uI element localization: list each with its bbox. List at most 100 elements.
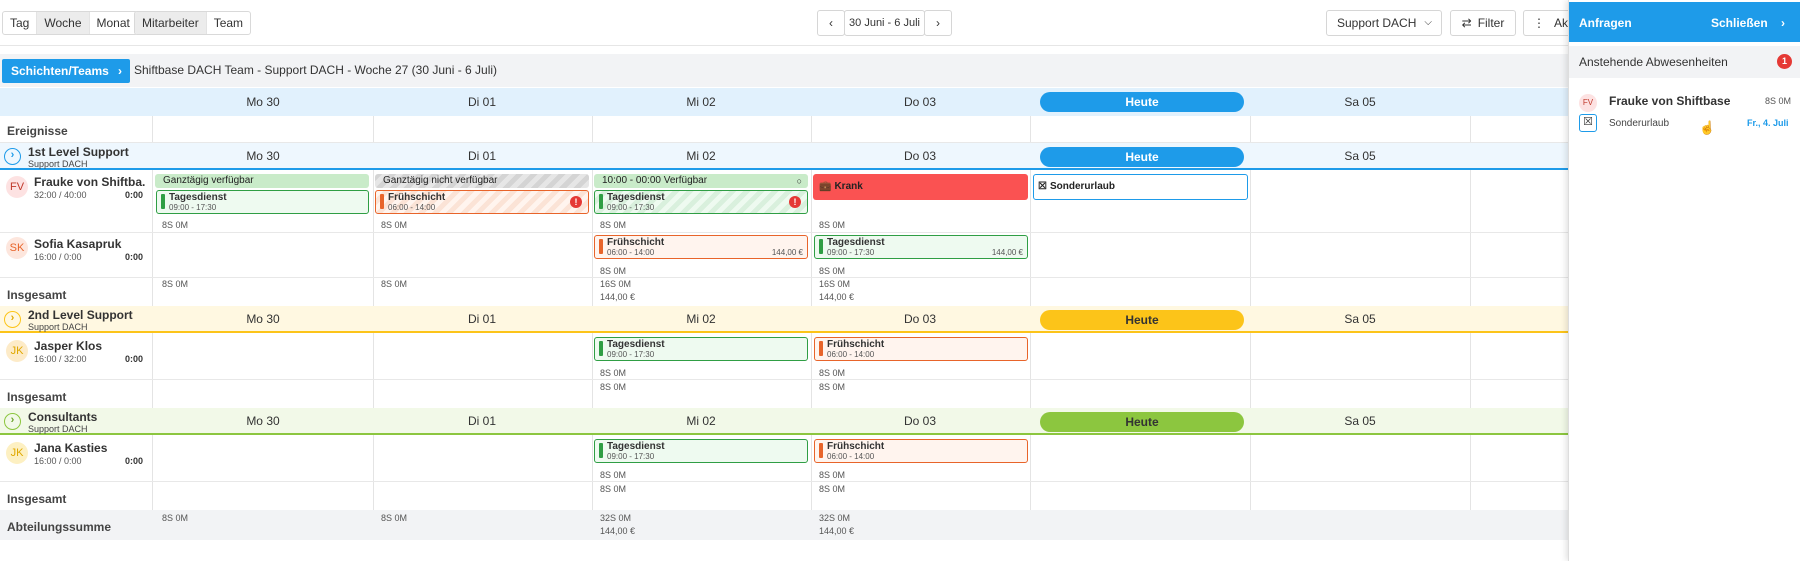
group-name: 1st Level Support bbox=[28, 145, 129, 159]
day-stat: 8S 0M bbox=[819, 220, 846, 230]
shift-color-bar bbox=[819, 443, 823, 458]
breadcrumb: Schichten/Teams › Shiftbase DACH Team - … bbox=[0, 54, 1568, 87]
employee-hours: 16:00 / 0:00 bbox=[34, 252, 82, 262]
shift-name: Tagesdienst bbox=[827, 237, 885, 248]
shift-card[interactable]: Frühschicht 06:00 - 14:00 bbox=[814, 337, 1028, 361]
shift-name: Frühschicht bbox=[388, 192, 446, 203]
warning-icon[interactable]: ! bbox=[570, 196, 582, 208]
next-week-button[interactable]: › bbox=[924, 10, 952, 36]
expand-icon[interactable]: › bbox=[4, 148, 21, 165]
shift-card[interactable]: Tagesdienst 09:00 - 17:30 144,00 € bbox=[814, 235, 1028, 259]
shift-color-bar bbox=[599, 443, 603, 458]
shift-time: 09:00 - 17:30 bbox=[607, 350, 655, 359]
pending-absences-section[interactable]: Anstehende Abwesenheiten 1 bbox=[1569, 46, 1800, 78]
employee-name[interactable]: Jana Kasties bbox=[34, 441, 108, 455]
shift-time: 09:00 - 17:30 bbox=[827, 248, 875, 257]
shift-time: 09:00 - 17:30 bbox=[607, 452, 655, 461]
expand-icon[interactable]: › bbox=[4, 311, 21, 328]
row-divider bbox=[0, 481, 1568, 482]
shift-name: Tagesdienst bbox=[607, 441, 665, 452]
shift-name: Frühschicht bbox=[827, 339, 885, 350]
day-stat: 8S 0M bbox=[600, 470, 627, 480]
view-month-tab[interactable]: Monat bbox=[96, 16, 130, 30]
request-item[interactable]: FV Frauke von Shiftbase 8S 0M ☒ Sonderur… bbox=[1569, 84, 1800, 144]
prev-week-button[interactable]: ‹ bbox=[817, 10, 845, 36]
close-label: Schließen bbox=[1711, 16, 1768, 30]
availability-badge[interactable]: Ganztägig nicht verfügbar bbox=[375, 174, 589, 188]
sick-leave-card[interactable]: 💼 Krank bbox=[813, 174, 1028, 200]
group-sub: Support DACH bbox=[28, 424, 88, 434]
shift-color-bar bbox=[380, 194, 384, 209]
day-stat: 8S 0M bbox=[162, 220, 189, 230]
total-label: Insgesamt bbox=[7, 390, 67, 404]
day-header: Mo 30 Di 01 Mi 02 Do 03 Heute Sa 05 bbox=[0, 88, 1568, 116]
day-label: Sa 05 bbox=[1344, 149, 1376, 163]
employee-name[interactable]: Sofia Kasapruk bbox=[34, 237, 122, 251]
group-switcher: Mitarbeiter Team bbox=[134, 11, 252, 35]
row-divider bbox=[0, 232, 1568, 233]
team-select-value: Support DACH bbox=[1337, 16, 1417, 30]
shift-name: Tagesdienst bbox=[169, 192, 227, 203]
employee-hours: 32:00 / 40:00 bbox=[34, 190, 87, 200]
shift-card[interactable]: Frühschicht 06:00 - 14:00 144,00 € bbox=[594, 235, 808, 259]
day-stat: 8S 0M bbox=[819, 266, 846, 276]
shift-time: 09:00 - 17:30 bbox=[169, 203, 217, 212]
shift-price: 144,00 € bbox=[991, 248, 1023, 257]
avatar: FV bbox=[1579, 94, 1597, 112]
chevron-right-icon: › bbox=[118, 64, 122, 78]
special-leave-card[interactable]: ☒ Sonderurlaub bbox=[1033, 174, 1248, 200]
filter-label: Filter bbox=[1477, 16, 1505, 30]
section-title: Anstehende Abwesenheiten bbox=[1579, 55, 1728, 69]
employee-overtime: 0:00 bbox=[125, 456, 144, 466]
avatar: SK bbox=[6, 237, 28, 259]
filter-button[interactable]: ⇄ Filter bbox=[1450, 10, 1516, 36]
filter-icon: ⇄ bbox=[1461, 16, 1472, 30]
team-select[interactable]: Support DACH ⌵ bbox=[1326, 10, 1442, 36]
day-label: Mo 30 bbox=[246, 149, 280, 163]
shift-color-bar bbox=[819, 341, 823, 356]
availability-badge[interactable]: 10:00 - 00:00 Verfügbar ○ bbox=[594, 174, 808, 188]
group-team-tab[interactable]: Team bbox=[213, 16, 244, 30]
shift-time: 09:00 - 17:30 bbox=[607, 203, 655, 212]
shift-card[interactable]: Tagesdienst 09:00 - 17:30 bbox=[156, 190, 369, 214]
chevron-right-icon: › bbox=[936, 16, 940, 30]
availability-badge[interactable]: Ganztägig verfügbar bbox=[155, 174, 369, 188]
today-pill: Heute bbox=[1040, 310, 1244, 330]
shifts-teams-label: Schichten/Teams bbox=[11, 64, 109, 78]
group-employee-tab[interactable]: Mitarbeiter bbox=[135, 12, 207, 34]
group-sub: Support DACH bbox=[28, 159, 88, 169]
request-hours: 8S 0M bbox=[1765, 96, 1792, 106]
shift-card[interactable]: Tagesdienst 09:00 - 17:30 bbox=[594, 439, 808, 463]
employee-overtime: 0:00 bbox=[125, 252, 144, 262]
day-stat: 8S 0M bbox=[381, 220, 408, 230]
shift-card[interactable]: Frühschicht 06:00 - 14:00 ! bbox=[375, 190, 589, 214]
total-stat: 8S 0M bbox=[162, 279, 189, 289]
shift-card[interactable]: Tagesdienst 09:00 - 17:30 bbox=[594, 337, 808, 361]
total-stat: 8S 0M bbox=[600, 382, 627, 392]
absence-label: Sonderurlaub bbox=[1049, 181, 1115, 192]
today-pill: Heute bbox=[1040, 412, 1244, 432]
close-panel-button[interactable]: Schließen › bbox=[1711, 16, 1785, 30]
no-image-icon: ☒ bbox=[1038, 181, 1047, 192]
day-stat: 8S 0M bbox=[600, 368, 627, 378]
total-cost: 144,00 € bbox=[819, 292, 855, 302]
view-week-tab[interactable]: Woche bbox=[37, 12, 90, 34]
day-label: Mo 30 bbox=[246, 95, 280, 109]
view-day-tab[interactable]: Tag bbox=[3, 12, 38, 34]
expand-icon[interactable]: › bbox=[4, 413, 21, 430]
chevron-down-icon: ⌵ bbox=[1424, 17, 1432, 28]
day-label: Do 03 bbox=[903, 149, 937, 163]
total-stat: 8S 0M bbox=[600, 484, 627, 494]
employee-name[interactable]: Frauke von Shiftba... bbox=[34, 175, 146, 189]
total-stat: 16S 0M bbox=[819, 279, 851, 289]
shift-card[interactable]: Tagesdienst 09:00 - 17:30 ! bbox=[594, 190, 808, 214]
total-label: Insgesamt bbox=[7, 288, 67, 302]
date-range-button[interactable]: 30 Juni - 6 Juli bbox=[844, 10, 925, 36]
avatar: JK bbox=[6, 340, 28, 362]
warning-icon[interactable]: ! bbox=[789, 196, 801, 208]
shift-card[interactable]: Frühschicht 06:00 - 14:00 bbox=[814, 439, 1028, 463]
chevron-right-icon: › bbox=[1781, 16, 1786, 30]
employee-name[interactable]: Jasper Klos bbox=[34, 339, 103, 353]
group-header-2nd-level: › 2nd Level Support Support DACH Mo 30 D… bbox=[0, 306, 1568, 333]
shifts-teams-button[interactable]: Schichten/Teams › bbox=[2, 59, 130, 83]
